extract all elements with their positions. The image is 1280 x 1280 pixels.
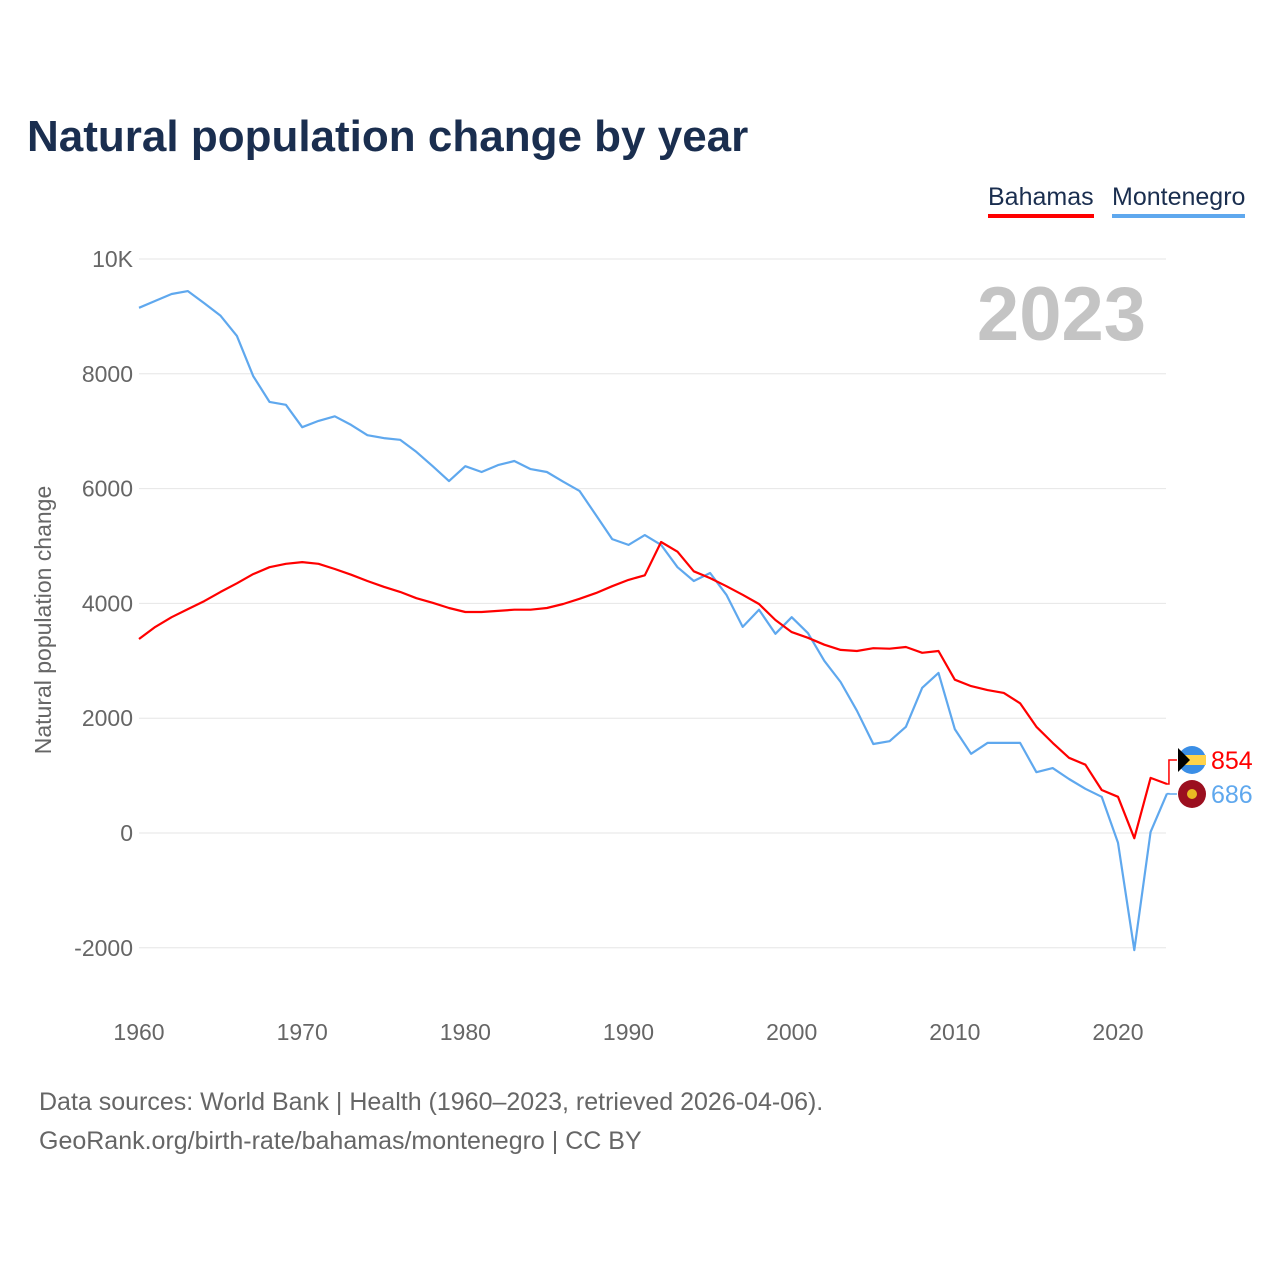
flag-triangle [1178,748,1190,772]
x-tick-label: 1990 [603,1019,654,1045]
x-tick-label: 1960 [113,1019,164,1045]
y-tick-label: -2000 [74,935,133,961]
chart-title: Natural population change by year [27,112,749,161]
x-tick-label: 2020 [1092,1019,1143,1045]
end-value-label: 686 [1211,781,1253,809]
source-text: Data sources: World Bank | Health (1960–… [39,1088,824,1116]
year-watermark: 2023 [977,272,1146,357]
x-tick-label: 2000 [766,1019,817,1045]
series-line-bahamas [138,540,1168,840]
source-link[interactable]: GeoRank.org/birth-rate/bahamas/montenegr… [39,1127,642,1155]
end-value-label: 854 [1211,747,1253,775]
y-tick-label: 6000 [82,476,133,502]
end-connector [1166,759,1177,785]
y-tick-label: 4000 [82,590,133,616]
x-tick-label: 2010 [929,1019,980,1045]
series-line-montenegro [138,290,1169,952]
x-tick-label: 1970 [277,1019,328,1045]
flag-stripe [1178,755,1206,765]
y-tick-label: 10K [92,246,134,272]
y-axis-title: Natural population change [30,486,56,755]
y-tick-label: 2000 [82,705,133,731]
y-tick-label: 0 [120,820,133,846]
y-tick-label: 8000 [82,361,133,387]
legend-item-bahamas[interactable]: Bahamas [988,183,1094,218]
x-tick-label: 1980 [440,1019,491,1045]
legend-item-montenegro[interactable]: Montenegro [1112,183,1246,218]
flag-emblem [1187,789,1197,799]
